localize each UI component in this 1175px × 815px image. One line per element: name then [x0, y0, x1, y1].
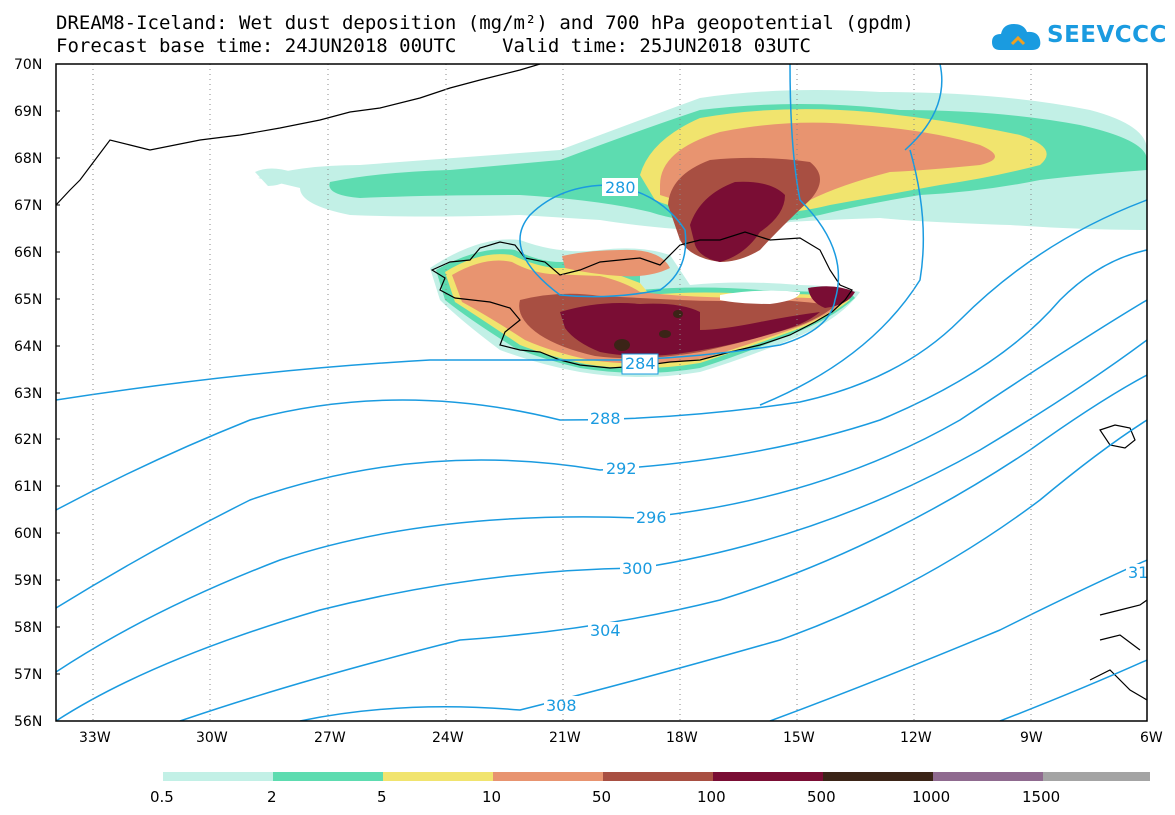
iceland-coast [430, 231, 853, 369]
deposition-100-area [690, 181, 785, 262]
lat-label: 67N [14, 198, 42, 214]
lat-label: 58N [14, 620, 42, 636]
legend-swatch [493, 772, 603, 781]
legend-label: 500 [807, 788, 836, 806]
lon-label: 6W [1140, 730, 1163, 746]
cloud-icon [992, 24, 1041, 50]
lon-label: 30W [196, 730, 228, 746]
lon-label: 15W [783, 730, 815, 746]
lat-label: 60N [14, 526, 42, 542]
legend-colorbar [163, 772, 1150, 781]
contour-280 [519, 184, 687, 298]
lat-label: 64N [14, 339, 42, 355]
lon-label: 27W [314, 730, 346, 746]
contour-label-288: 288 [590, 409, 621, 428]
contour-300 [56, 339, 1147, 721]
lat-label: 61N [14, 479, 42, 495]
legend-swatch [933, 772, 1043, 781]
lon-label: 21W [549, 730, 581, 746]
legend-label: 2 [267, 788, 277, 806]
faroe-coast [1099, 424, 1136, 449]
legend-label: 5 [377, 788, 387, 806]
contour-284b [759, 64, 943, 406]
contour-label-296: 296 [636, 508, 667, 527]
contour-label-300: 300 [622, 559, 653, 578]
contour-label-280: 280 [605, 178, 636, 197]
lon-label: 12W [900, 730, 932, 746]
legend-swatch [1043, 772, 1150, 781]
legend-swatch [823, 772, 933, 781]
contour-label-292: 292 [606, 459, 637, 478]
coastlines [56, 64, 1147, 701]
lat-label: 57N [14, 667, 42, 683]
lon-label: 33W [79, 730, 111, 746]
legend-label: 100 [697, 788, 726, 806]
legend-label: 1500 [1022, 788, 1060, 806]
lat-axis: 70N 69N 68N 67N 66N 65N 64N 63N 62N 61N … [14, 57, 42, 730]
lat-label: 68N [14, 151, 42, 167]
lat-label: 69N [14, 104, 42, 120]
contour-284 [56, 64, 840, 401]
deposition-1000-spot [614, 339, 630, 351]
legend-label: 0.5 [150, 788, 174, 806]
legend-swatch [163, 772, 273, 781]
lat-label: 63N [14, 386, 42, 402]
lon-label: 24W [432, 730, 464, 746]
contour-label-31: 31 [1128, 563, 1148, 582]
contour-label-308: 308 [546, 696, 577, 715]
contour-304 [179, 374, 1147, 721]
lat-label: 56N [14, 714, 42, 730]
lat-label: 70N [14, 57, 42, 73]
contour-288 [56, 199, 1147, 511]
contour-308 [299, 419, 1147, 721]
contour-31x [769, 559, 1147, 721]
lat-label: 59N [14, 573, 42, 589]
legend-swatch [273, 772, 383, 781]
contour-labels: 280 284 288 292 296 300 304 308 31 [544, 178, 1148, 715]
contour-label-304: 304 [590, 621, 621, 640]
legend-swatch [713, 772, 823, 781]
lat-label: 66N [14, 245, 42, 261]
lat-label: 65N [14, 292, 42, 308]
legend-swatch [603, 772, 713, 781]
legend-label: 50 [592, 788, 611, 806]
legend-label: 1000 [912, 788, 950, 806]
greenland-coast [56, 64, 541, 206]
legend-labels: 0.5 2 5 10 50 100 500 1000 1500 [150, 788, 1060, 806]
logo-text: SEEVCCC [1047, 22, 1167, 48]
legend-swatch [383, 772, 493, 781]
lat-label: 62N [14, 432, 42, 448]
map-title: DREAM8-Iceland: Wet dust deposition (mg/… [56, 12, 914, 34]
lon-label: 9W [1020, 730, 1043, 746]
lon-axis: 33W 30W 27W 24W 21W 18W 15W 12W 9W 6W [79, 730, 1163, 746]
contour-label-284: 284 [625, 354, 656, 373]
lon-label: 18W [666, 730, 698, 746]
map-subtitle: Forecast base time: 24JUN2018 00UTC Vali… [56, 35, 811, 57]
dust-deposition-field [255, 90, 1147, 377]
scotland-coast [1089, 599, 1147, 701]
lat-ticks [56, 110, 60, 675]
legend-label: 10 [482, 788, 501, 806]
contour-292 [56, 249, 1147, 609]
